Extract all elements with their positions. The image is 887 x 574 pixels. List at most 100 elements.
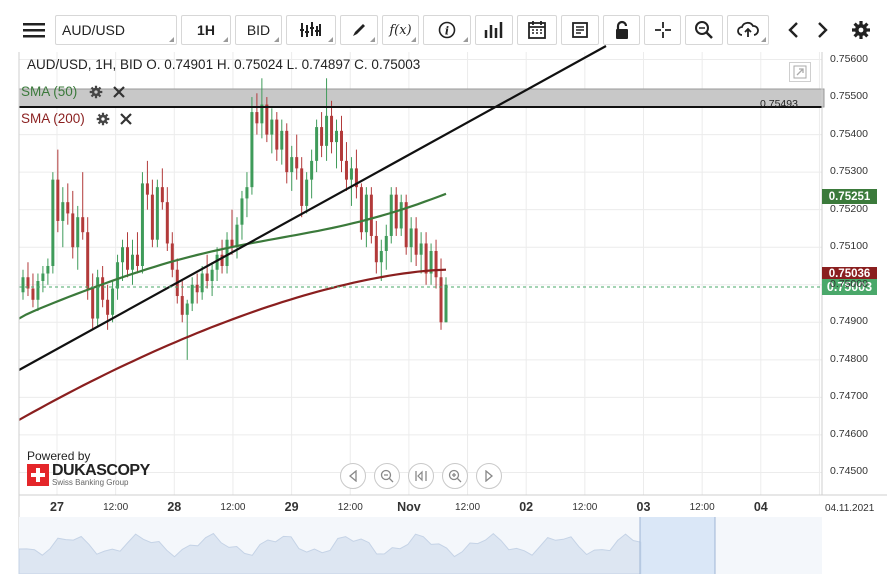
candle-body	[245, 187, 249, 199]
y-tick-label: 0.74700	[830, 390, 868, 403]
indicators-button[interactable]: f(x)	[382, 15, 419, 45]
candle-body	[260, 104, 264, 124]
lock-icon	[615, 20, 628, 39]
candle-body	[409, 228, 413, 248]
y-tick-label: 0.75100	[830, 240, 868, 253]
candle-body	[434, 250, 438, 278]
candle-body	[444, 284, 448, 323]
candle-body	[339, 130, 343, 161]
candle-body	[41, 273, 45, 282]
candle-body	[145, 183, 149, 195]
sma-200-line	[18, 268, 447, 421]
candle-body	[86, 232, 90, 289]
draw-button[interactable]	[340, 15, 378, 45]
y-tick-label: 0.74600	[830, 427, 868, 440]
candle-body	[36, 281, 40, 300]
candle-body	[26, 277, 30, 289]
candle-body	[439, 277, 443, 323]
zoom-in-button[interactable]	[442, 463, 468, 489]
candle-body	[379, 250, 383, 263]
last-date-label: 04.11.2021	[825, 503, 875, 514]
candle-body	[185, 303, 189, 315]
candle-body	[180, 296, 184, 315]
calendar-button[interactable]	[517, 15, 557, 45]
dukascopy-logo: DUKASCOPY Swiss Banking Group	[27, 463, 150, 487]
crosshair-button[interactable]	[644, 15, 681, 45]
candle-body	[66, 202, 70, 214]
info-icon: i	[438, 21, 456, 39]
navigator-window	[640, 517, 715, 574]
zoom-button[interactable]	[685, 15, 723, 45]
pan-right-button[interactable]	[476, 463, 502, 489]
gear-icon[interactable]	[95, 110, 112, 127]
y-tick-label: 0.75200	[830, 202, 868, 215]
scroll-right-button[interactable]	[808, 15, 838, 45]
candle-body	[91, 288, 95, 319]
candle-body	[31, 288, 35, 300]
x-tick-label: 12:00	[572, 502, 598, 513]
candle-body	[359, 187, 363, 233]
toolbar: AUD/USD 1H BID f(x) i	[0, 0, 887, 62]
x-tick-label: 12:00	[220, 502, 246, 513]
candle-body	[200, 273, 204, 293]
candle-body	[150, 194, 154, 240]
symbol-label: AUD/USD	[62, 22, 126, 38]
navigator-series	[18, 532, 642, 574]
volume-bars-icon	[484, 22, 503, 38]
side-select[interactable]: BID	[235, 15, 282, 45]
candlestick-type-icon	[300, 22, 321, 37]
close-icon[interactable]	[118, 110, 135, 127]
menu-button[interactable]	[17, 15, 51, 45]
candle-body	[384, 235, 388, 251]
expand-button[interactable]	[789, 62, 811, 82]
candle-body	[290, 157, 294, 173]
swiss-cross-icon	[27, 464, 49, 486]
x-tick-label: 03	[636, 500, 651, 514]
candle-body	[235, 224, 239, 248]
candle-body	[205, 273, 209, 282]
y-tick-label: 0.74500	[830, 465, 868, 478]
horizontal-zone	[18, 88, 825, 108]
y-tick-label: 0.74900	[830, 315, 868, 328]
triangle-right-icon	[485, 470, 494, 482]
cloud-button[interactable]	[727, 15, 769, 45]
volume-button[interactable]	[475, 15, 513, 45]
reset-view-button[interactable]	[408, 463, 434, 489]
info-button[interactable]: i	[423, 15, 471, 45]
candle-body	[369, 194, 373, 236]
candle-body	[330, 115, 334, 143]
candle-body	[101, 277, 105, 300]
y-tick-label: 0.75400	[830, 127, 868, 140]
candle-body	[275, 119, 279, 150]
candle-body	[335, 130, 339, 143]
sma-50-price-value: 0.75251	[828, 190, 871, 203]
candle-body	[255, 112, 259, 124]
lock-button[interactable]	[603, 15, 640, 45]
chart-type-button[interactable]	[286, 15, 336, 45]
candle-body	[344, 160, 348, 180]
timeframe-select[interactable]: 1H	[181, 15, 231, 45]
zoom-out-icon	[380, 469, 394, 483]
candle-body	[21, 277, 25, 293]
cloud-upload-icon	[737, 21, 759, 37]
pan-left-button[interactable]	[340, 463, 366, 489]
gear-icon[interactable]	[87, 83, 104, 100]
news-button[interactable]	[561, 15, 599, 45]
scroll-left-button[interactable]	[778, 15, 808, 45]
sma-50-line	[18, 192, 447, 320]
indicator-sma-50: SMA (50)	[21, 83, 133, 100]
settings-button[interactable]	[846, 15, 876, 45]
last-price-tag: 0.75003	[822, 279, 877, 295]
candle-body	[320, 127, 324, 146]
triangle-left-icon	[348, 470, 357, 482]
zoom-out-button[interactable]	[374, 463, 400, 489]
candle-body	[111, 288, 115, 315]
symbol-select[interactable]: AUD/USD	[55, 15, 177, 45]
candle-body	[135, 254, 139, 266]
close-icon[interactable]	[110, 83, 127, 100]
candle-body	[56, 179, 60, 221]
candle-body	[106, 299, 110, 315]
candle-body	[51, 179, 55, 266]
candle-body	[404, 202, 408, 248]
